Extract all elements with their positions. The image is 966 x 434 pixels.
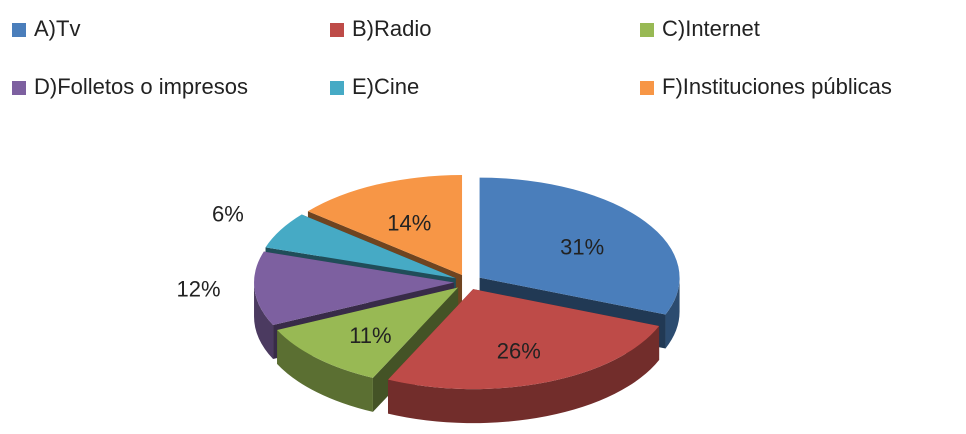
slice-top [479,177,680,315]
slice-top [307,175,463,276]
legend-label: D)Folletos o impresos [34,74,248,99]
slice-wall [387,325,660,424]
legend-label: A)Tv [34,16,80,41]
data-label: 26% [497,339,541,364]
slice-wall [277,330,373,412]
slice-wall [665,277,680,349]
data-label: 11% [349,323,391,348]
data-label: 12% [177,276,221,301]
slice-wall [254,282,274,360]
pie-slice [387,289,660,424]
slice-top [265,214,456,279]
data-label: 14% [387,211,431,236]
slice-top [254,251,455,326]
legend-label: F)Instituciones públicas [662,74,892,99]
legend-swatch [12,81,26,95]
slice-top [387,289,660,390]
legend-label: C)Internet [662,16,760,41]
legend-swatch [640,81,654,95]
legend-swatch [330,23,344,37]
legend-swatch [330,81,344,95]
legend-label: B)Radio [352,16,431,41]
legend-swatch [12,23,26,37]
data-label: 31% [560,235,604,260]
legend-swatch [640,23,654,37]
slice-top [277,287,459,378]
legend-label: E)Cine [352,74,419,99]
data-label: 6% [212,201,244,226]
